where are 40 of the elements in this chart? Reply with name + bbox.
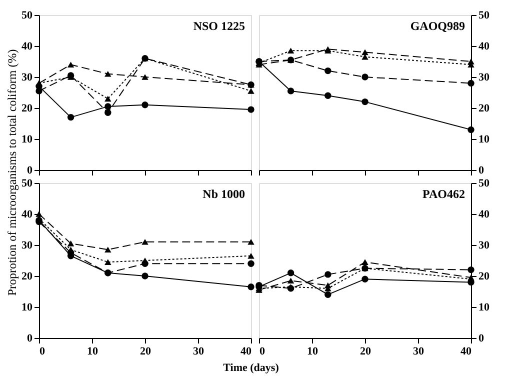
y-tick-label: 20 — [22, 102, 33, 114]
x-tick-label: 30 — [193, 346, 204, 358]
x-tick-label: 10 — [307, 346, 318, 358]
x-axis-title: Time (days) — [223, 362, 280, 374]
y-tick-label: 50 — [478, 178, 490, 190]
y-tick-label: 30 — [22, 240, 33, 252]
chart-title: PAO462 — [422, 187, 465, 201]
y-tick-label: 0 — [27, 164, 33, 176]
x-tick-label: 20 — [140, 346, 152, 358]
y-tick-label: 10 — [22, 134, 33, 146]
y-tick-label: 40 — [478, 208, 490, 220]
x-tick-label: 40 — [240, 346, 252, 358]
chart-title: Nb 1000 — [202, 187, 245, 201]
y-tick-label: 10 — [478, 302, 490, 314]
y-tick-label: 40 — [22, 40, 33, 52]
y-tick-label: 0 — [478, 332, 484, 344]
y-tick-label: 20 — [22, 270, 33, 282]
y-tick-label: 50 — [22, 10, 33, 22]
y-tick-label: 0 — [27, 332, 33, 344]
y-tick-label: 20 — [478, 270, 490, 282]
y-tick-label: 10 — [22, 302, 33, 314]
chart-title: NSO 1225 — [193, 19, 245, 33]
y-tick-label: 0 — [478, 164, 484, 176]
x-tick-label: 10 — [87, 346, 98, 358]
y-tick-label: 40 — [478, 40, 490, 52]
y-tick-label: 10 — [478, 134, 490, 146]
y-tick-label: 30 — [478, 240, 490, 252]
y-tick-label: 50 — [22, 178, 33, 190]
y-tick-label: 20 — [478, 102, 490, 114]
y-tick-label: 40 — [22, 208, 33, 220]
chart-title: GAOQ989 — [410, 19, 465, 33]
x-tick-label: 0 — [40, 346, 46, 358]
y-tick-label: 30 — [22, 72, 33, 84]
x-tick-label: 40 — [460, 346, 472, 358]
y-tick-label: 30 — [478, 72, 490, 84]
y-tick-label: 50 — [478, 10, 490, 22]
x-tick-label: 30 — [413, 346, 424, 358]
x-tick-label: 0 — [260, 346, 266, 358]
x-tick-label: 20 — [360, 346, 372, 358]
y-axis-title: Proprotion of microorganisms to total coliform (%) — [5, 49, 19, 296]
